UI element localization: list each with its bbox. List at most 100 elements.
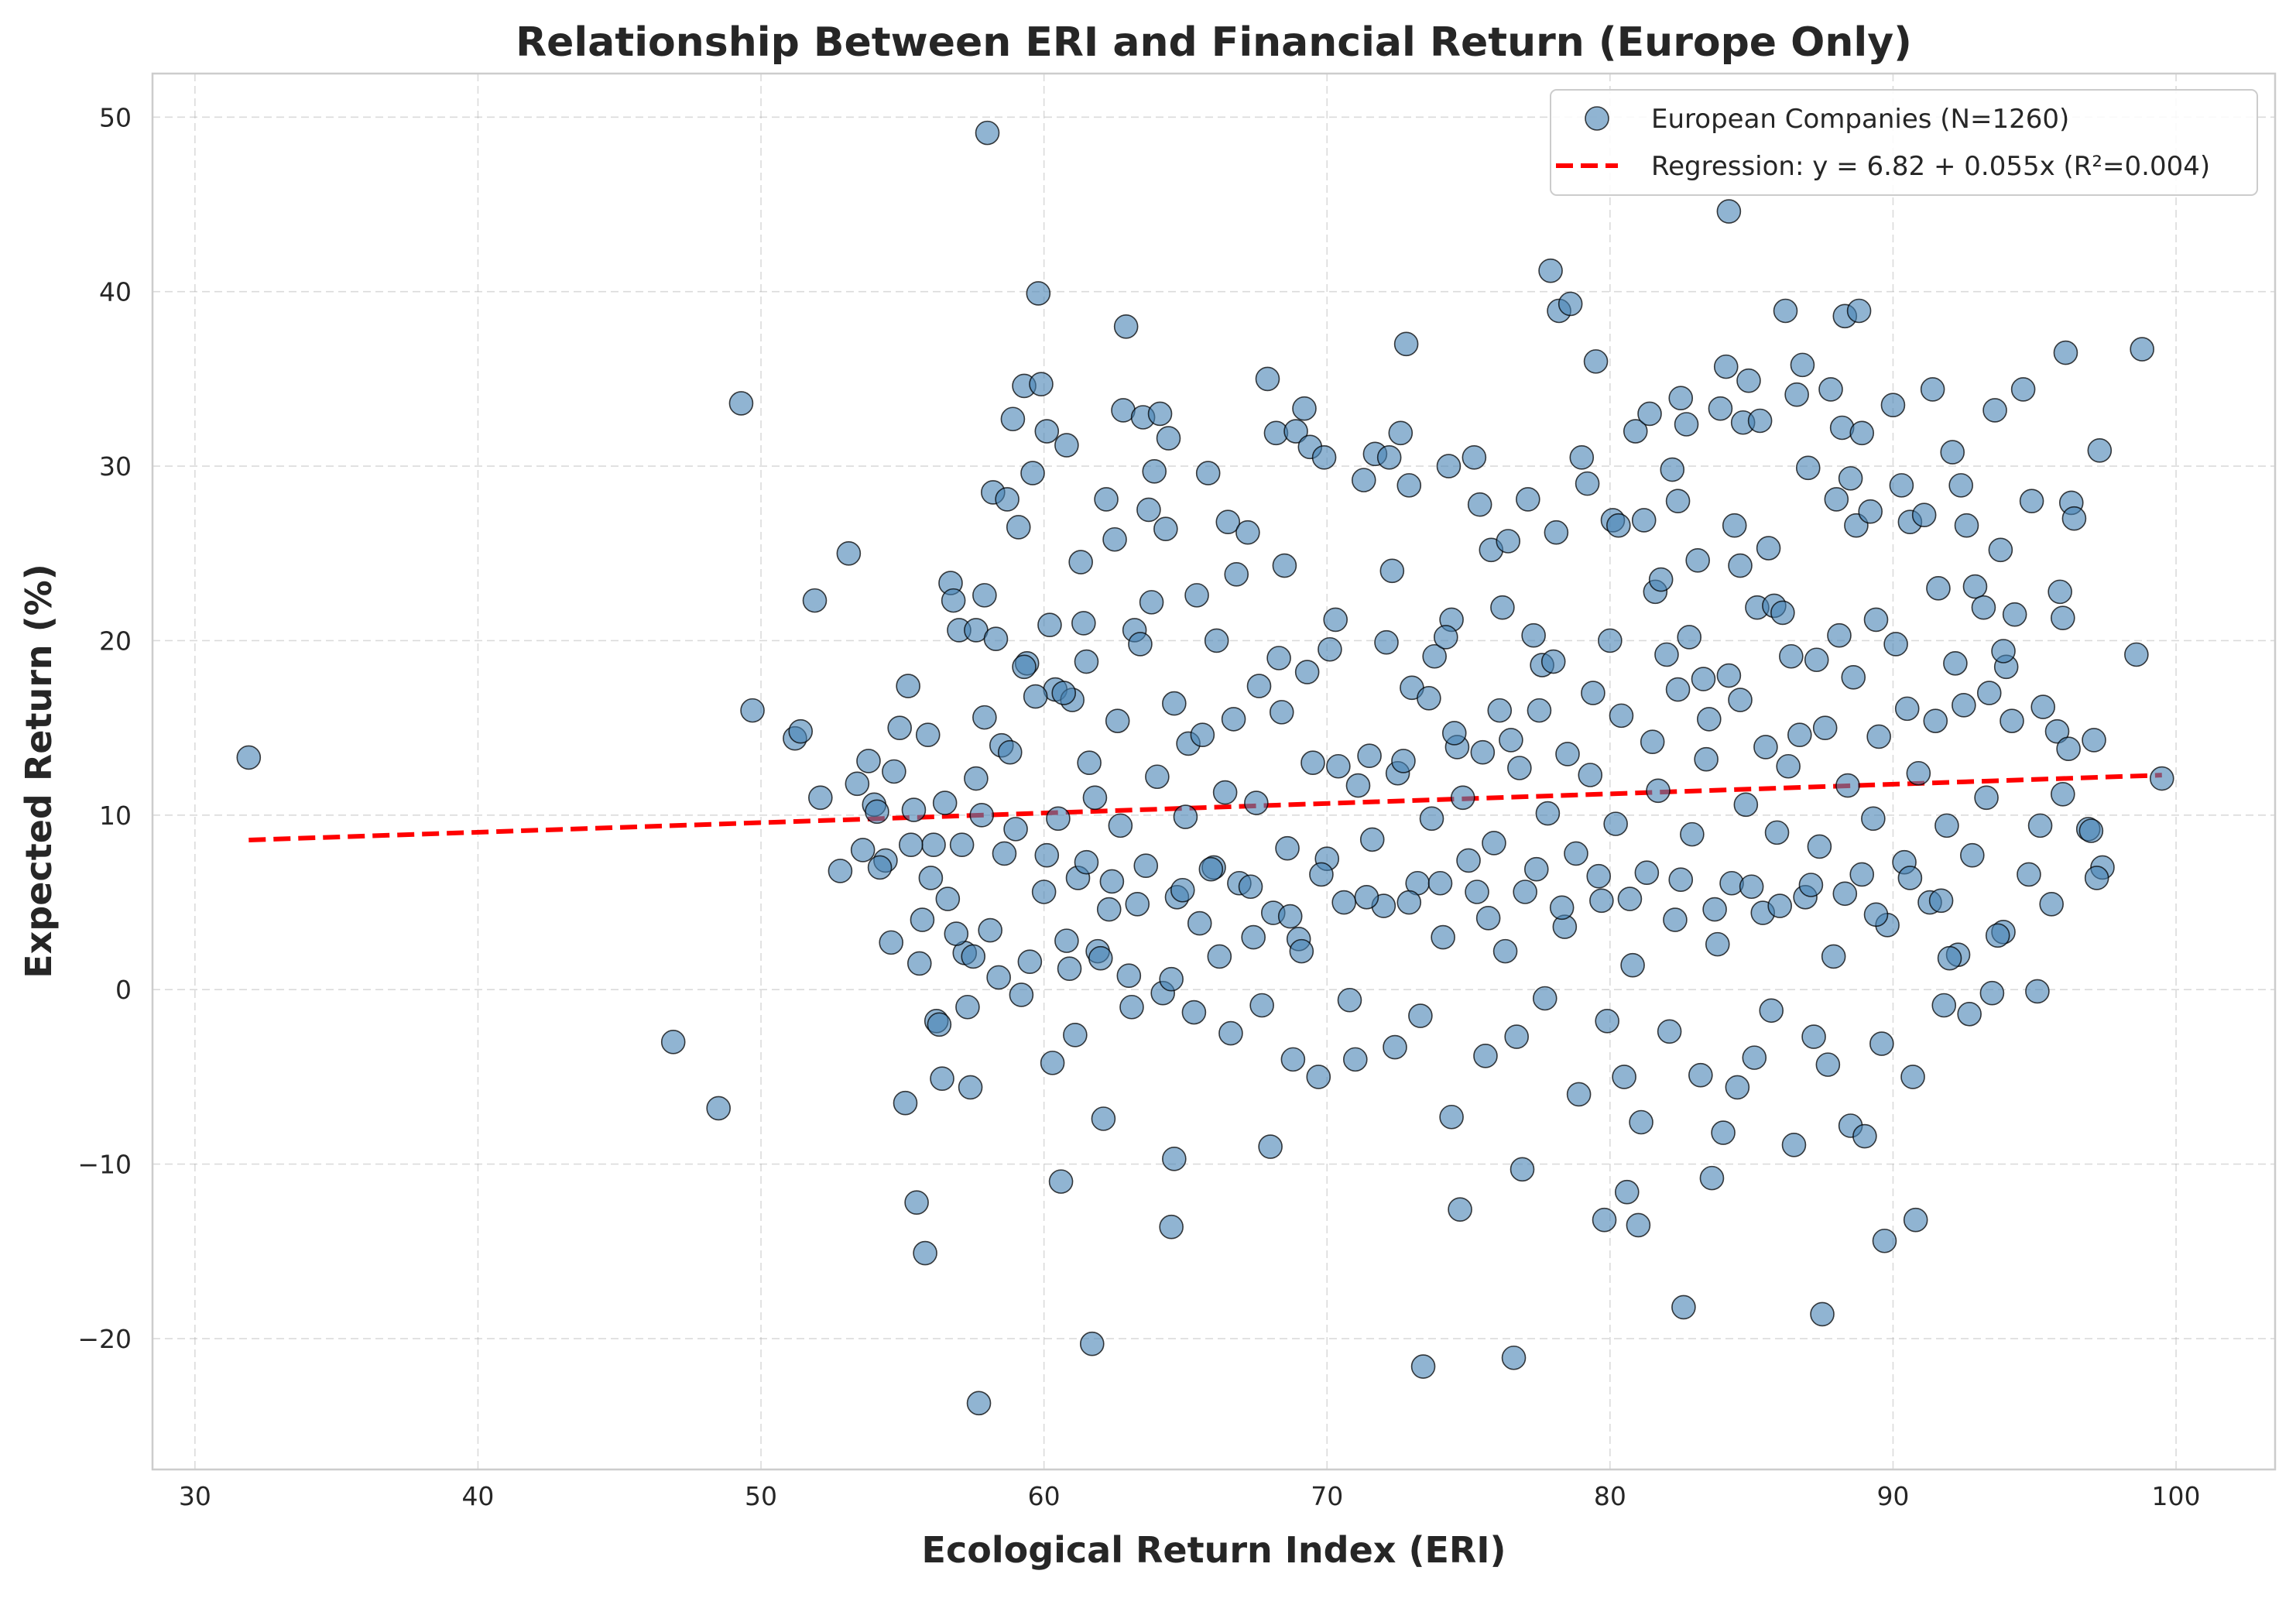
data-point	[1309, 862, 1334, 887]
data-point	[1074, 649, 1099, 674]
data-point	[850, 838, 876, 862]
data-point	[1776, 753, 1801, 779]
data-point	[1598, 628, 1623, 653]
data-point	[1688, 1062, 1713, 1088]
data-point	[1116, 963, 1142, 988]
data-point	[788, 718, 814, 744]
data-point	[2053, 340, 2078, 365]
data-point	[1357, 743, 1382, 769]
data-point	[1383, 1034, 1407, 1060]
data-point	[1614, 1179, 1640, 1205]
data-point	[1937, 945, 1962, 971]
data-point	[1665, 677, 1691, 702]
data-point	[1311, 445, 1337, 470]
data-point	[1558, 291, 1583, 317]
data-point	[1359, 827, 1385, 852]
data-point	[1603, 811, 1628, 836]
data-point	[893, 1090, 918, 1116]
data-point	[1586, 863, 1612, 889]
data-point	[1156, 426, 1181, 451]
points-layer	[236, 120, 2174, 1416]
data-point	[1866, 724, 1891, 749]
data-point	[1654, 642, 1679, 667]
data-point	[913, 1240, 937, 1266]
data-point	[882, 759, 906, 784]
data-point	[1408, 1003, 1433, 1028]
data-point	[1960, 842, 1985, 868]
data-point	[2000, 708, 2024, 733]
data-point	[1034, 419, 1060, 444]
data-point	[1564, 841, 1588, 866]
data-point	[1920, 377, 1945, 402]
y-tick-label: 20	[99, 626, 132, 656]
data-point	[1713, 354, 1739, 379]
data-point	[975, 120, 1000, 146]
y-tick-label: −20	[77, 1324, 132, 1354]
data-point	[1082, 785, 1108, 811]
data-point	[2130, 337, 2154, 362]
x-tick-label: 100	[2152, 1481, 2201, 1511]
data-point	[867, 855, 893, 880]
data-point	[1849, 420, 1875, 446]
data-point	[1657, 1019, 1682, 1044]
data-point	[1054, 433, 1079, 458]
data-point	[1487, 698, 1513, 723]
data-point	[1283, 419, 1308, 444]
data-point	[1057, 956, 1082, 981]
data-point	[1337, 987, 1362, 1013]
data-point	[865, 799, 889, 825]
data-point	[1725, 1075, 1750, 1100]
data-point	[949, 832, 975, 857]
data-point	[2082, 728, 2106, 753]
data-point	[1773, 298, 1798, 324]
data-point	[1507, 756, 1532, 780]
data-point	[1677, 625, 1702, 650]
data-point	[1928, 888, 1954, 914]
data-point	[1705, 931, 1730, 957]
data-point	[1142, 459, 1167, 484]
data-point	[2124, 642, 2149, 667]
data-point	[1815, 1052, 1841, 1077]
data-point	[1465, 880, 1489, 904]
data-point	[1102, 526, 1127, 552]
data-point	[1708, 396, 1733, 421]
data-point	[918, 866, 944, 890]
data-point	[1492, 938, 1518, 964]
data-point	[2025, 979, 2050, 1004]
data-point	[1318, 636, 1342, 662]
data-point	[1609, 703, 1634, 729]
data-point	[856, 749, 881, 773]
legend-box	[1550, 89, 2258, 196]
data-point	[1629, 1109, 1653, 1135]
data-point	[955, 994, 980, 1020]
data-point	[1680, 821, 1705, 847]
data-point	[1807, 834, 1832, 859]
data-point	[1094, 487, 1119, 512]
data-point	[1246, 674, 1272, 698]
data-point	[1952, 693, 1976, 718]
data-point	[1173, 804, 1198, 829]
data-point	[1125, 891, 1150, 917]
data-point	[1159, 1214, 1184, 1240]
data-point	[1832, 881, 1858, 907]
data-point	[1023, 684, 1048, 709]
data-point	[1026, 281, 1051, 306]
data-point	[1637, 401, 1662, 427]
data-point	[1198, 856, 1224, 882]
data-point	[1003, 817, 1028, 842]
data-point	[1105, 708, 1130, 733]
data-point	[1592, 1207, 1617, 1233]
data-point	[1923, 708, 1948, 733]
data-point	[2051, 605, 2075, 630]
data-point	[1648, 567, 1674, 592]
data-point	[1716, 663, 1742, 688]
data-point	[1665, 489, 1691, 513]
data-point	[1674, 412, 1699, 437]
data-point	[1294, 660, 1320, 684]
data-point	[941, 588, 966, 613]
data-point	[1436, 454, 1462, 478]
data-point	[1694, 746, 1719, 772]
data-point	[1249, 993, 1274, 1018]
x-tick-label: 60	[1028, 1481, 1061, 1511]
